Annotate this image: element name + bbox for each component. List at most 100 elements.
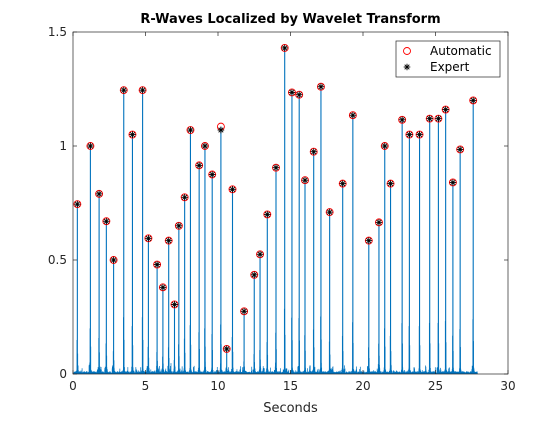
automatic-point xyxy=(364,236,373,245)
wavelet-signal xyxy=(73,47,478,374)
expert-point xyxy=(349,111,357,119)
x-tick-label: 5 xyxy=(142,379,150,393)
expert-point xyxy=(145,235,152,242)
expert-point xyxy=(74,200,81,208)
asterisk-stroke xyxy=(145,235,152,241)
expert-point xyxy=(139,86,146,94)
expert-point xyxy=(326,208,333,216)
asterisk-stroke xyxy=(187,127,194,133)
expert-point xyxy=(256,251,264,258)
automatic-point xyxy=(415,130,424,139)
automatic-point xyxy=(144,234,153,243)
asterisk-stroke xyxy=(457,146,463,153)
asterisk-stroke xyxy=(176,223,182,229)
automatic-point xyxy=(250,270,259,279)
expert-point xyxy=(416,131,423,138)
expert-point xyxy=(456,146,464,153)
automatic-point xyxy=(338,179,347,188)
asterisk-stroke xyxy=(121,87,127,93)
automatic-point xyxy=(195,161,204,170)
asterisk-stroke xyxy=(139,87,146,93)
expert-point xyxy=(103,217,110,225)
automatic-point xyxy=(158,283,167,292)
expert-point xyxy=(250,271,258,279)
expert-point xyxy=(442,106,449,113)
asterisk-stroke xyxy=(154,261,160,268)
expert-point xyxy=(129,131,136,138)
asterisk-stroke xyxy=(296,92,302,98)
expert-point xyxy=(317,83,325,91)
automatic-point xyxy=(170,300,179,309)
expert-point xyxy=(120,86,128,94)
expert-point xyxy=(240,308,248,315)
automatic-point xyxy=(200,142,209,150)
asterisk-stroke xyxy=(166,237,172,244)
automatic-point xyxy=(288,88,296,97)
asterisk-stroke xyxy=(350,112,356,118)
expert-point xyxy=(381,142,389,150)
expert-point xyxy=(288,89,296,96)
automatic-point xyxy=(301,176,309,185)
asterisk-stroke xyxy=(416,131,423,138)
automatic-point xyxy=(272,163,280,172)
asterisk-stroke xyxy=(470,97,476,104)
expert-point xyxy=(387,180,394,187)
legend-marker-automatic xyxy=(403,47,411,55)
asterisk-stroke xyxy=(435,116,442,122)
automatic-point xyxy=(295,90,304,99)
x-tick-label: 20 xyxy=(355,379,370,393)
expert-point xyxy=(87,142,94,150)
y-tick-label: 1 xyxy=(59,139,67,153)
x-tick-label: 0 xyxy=(69,379,77,393)
asterisk-stroke xyxy=(110,257,117,263)
automatic-point xyxy=(348,111,357,120)
x-tick-label: 25 xyxy=(428,379,443,393)
automatic-point xyxy=(398,115,407,124)
expert-point xyxy=(181,194,188,201)
y-tick-label: 1.5 xyxy=(48,25,67,39)
expert-point xyxy=(365,237,373,244)
expert-point xyxy=(217,126,225,134)
asterisk-stroke xyxy=(387,180,394,187)
asterisk-stroke xyxy=(327,209,333,215)
expert-point xyxy=(195,162,203,169)
asterisk-stroke xyxy=(404,64,410,70)
asterisk-stroke xyxy=(103,218,109,224)
peak-markers xyxy=(73,44,478,353)
automatic-point xyxy=(441,105,450,114)
x-tick-label: 30 xyxy=(500,379,515,393)
automatic-point xyxy=(153,260,162,269)
asterisk-stroke xyxy=(273,165,279,171)
automatic-point xyxy=(325,208,334,217)
automatic-point xyxy=(380,142,389,150)
asterisk-stroke xyxy=(229,186,236,192)
expert-point xyxy=(201,142,209,150)
automatic-point xyxy=(263,210,272,219)
legend-circle xyxy=(403,47,411,55)
expert-point xyxy=(426,115,433,122)
automatic-point xyxy=(222,344,231,353)
asterisk-stroke xyxy=(443,106,449,113)
automatic-point xyxy=(405,130,414,139)
automatic-point xyxy=(309,147,318,156)
legend: Automatic Expert xyxy=(395,40,501,78)
asterisk-stroke xyxy=(264,211,270,218)
automatic-point xyxy=(102,217,111,226)
automatic-point xyxy=(109,256,118,264)
automatic-point xyxy=(174,221,183,230)
automatic-point xyxy=(386,179,395,188)
asterisk-stroke xyxy=(399,117,405,123)
expert-point xyxy=(175,222,183,230)
automatic-point xyxy=(164,236,173,245)
expert-point xyxy=(187,126,194,134)
asterisk-stroke xyxy=(74,201,80,207)
asterisk-stroke xyxy=(376,219,382,226)
legend-label-automatic: Automatic xyxy=(430,44,492,58)
asterisk-stroke xyxy=(382,143,388,149)
asterisk-stroke xyxy=(289,89,295,96)
automatic-point xyxy=(256,250,264,259)
x-tick-label: 15 xyxy=(283,379,298,393)
automatic-point xyxy=(425,114,434,123)
automatic-point xyxy=(186,126,195,134)
